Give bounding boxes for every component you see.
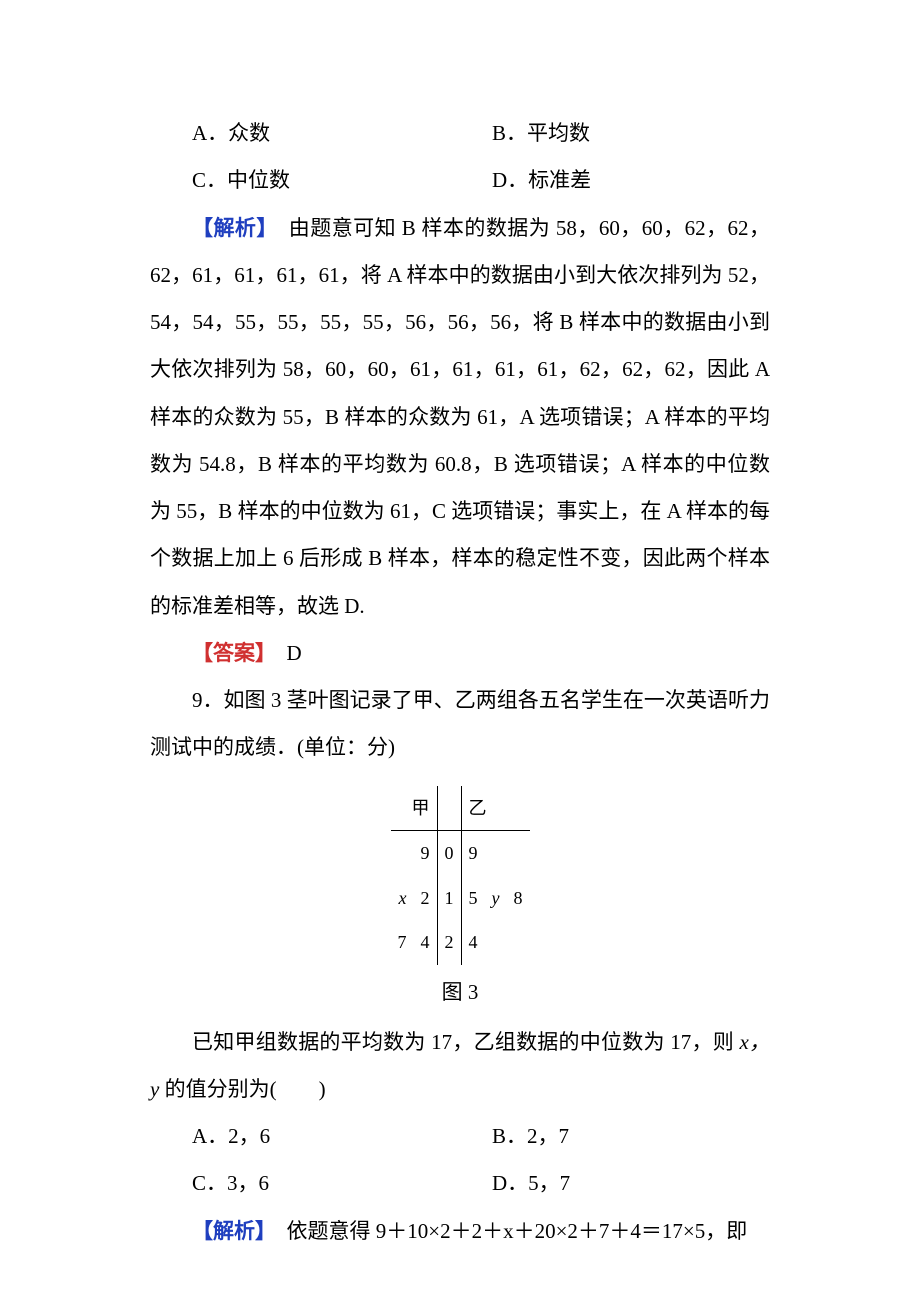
q8-answer-value: D <box>266 641 302 665</box>
analysis-label: 【解析】 <box>192 1219 266 1243</box>
stem-leaf-header-stem <box>437 786 461 831</box>
q8-option-d: D．标准差 <box>450 157 591 204</box>
sl-cell: 9 <box>414 831 438 876</box>
answer-label: 【答案】 <box>192 641 266 665</box>
q9-analysis-text: 依题意得 9＋10×2＋2＋x＋20×2＋7＋4＝17×5，即 <box>266 1219 748 1243</box>
q9-stem-2: 已知甲组数据的平均数为 17，乙组数据的中位数为 17，则 x，y 的值分别为(… <box>150 1019 770 1114</box>
q9-option-a: A．2，6 <box>150 1113 450 1160</box>
q9-option-c: C．3，6 <box>150 1160 450 1207</box>
q9-option-b: B．2，7 <box>450 1113 569 1160</box>
q9-analysis: 【解析】 依题意得 9＋10×2＋2＋x＋20×2＋7＋4＝17×5，即 <box>150 1208 770 1255</box>
stem-leaf-header-right: 乙 <box>461 786 530 831</box>
q8-answer: 【答案】 D <box>150 630 770 677</box>
sl-stem: 0 <box>437 831 461 876</box>
stem-leaf-plot: 甲 乙 9 0 9 x 2 1 5 y 8 7 <box>391 786 530 965</box>
q9-stem-2-post: 的值分别为( ) <box>159 1077 325 1101</box>
q9-stem-1: 9．如图 3 茎叶图记录了甲、乙两组各五名学生在一次英语听力测试中的成绩．(单位… <box>150 677 770 772</box>
q8-option-c: C．中位数 <box>150 157 450 204</box>
q8-option-b: B．平均数 <box>450 110 590 157</box>
sl-cell: 9 <box>461 831 485 876</box>
sl-cell: 4 <box>461 920 485 965</box>
q8-analysis-text: 由题意可知 B 样本的数据为 58，60，60，62，62，62，61，61，6… <box>150 216 770 618</box>
sl-cell: 7 <box>391 920 414 965</box>
sl-stem: 1 <box>437 876 461 921</box>
analysis-label: 【解析】 <box>192 216 267 240</box>
sl-cell: 2 <box>414 876 438 921</box>
sl-cell: 5 <box>461 876 485 921</box>
sl-cell <box>485 831 507 876</box>
sl-cell <box>507 831 530 876</box>
sl-cell: x <box>391 876 414 921</box>
q9-option-d: D．5，7 <box>450 1160 570 1207</box>
sl-cell: 4 <box>414 920 438 965</box>
q8-option-a: A．众数 <box>150 110 450 157</box>
q8-analysis: 【解析】 由题意可知 B 样本的数据为 58，60，60，62，62，62，61… <box>150 205 770 630</box>
figure-caption: 图 3 <box>150 971 770 1013</box>
sl-cell <box>391 831 414 876</box>
q9-stem-2-pre: 已知甲组数据的平均数为 17，乙组数据的中位数为 17，则 <box>192 1030 739 1054</box>
sl-cell: y <box>485 876 507 921</box>
sl-cell: 8 <box>507 876 530 921</box>
sl-cell <box>485 920 507 965</box>
sl-stem: 2 <box>437 920 461 965</box>
sl-cell <box>507 920 530 965</box>
stem-leaf-header-left: 甲 <box>391 786 438 831</box>
